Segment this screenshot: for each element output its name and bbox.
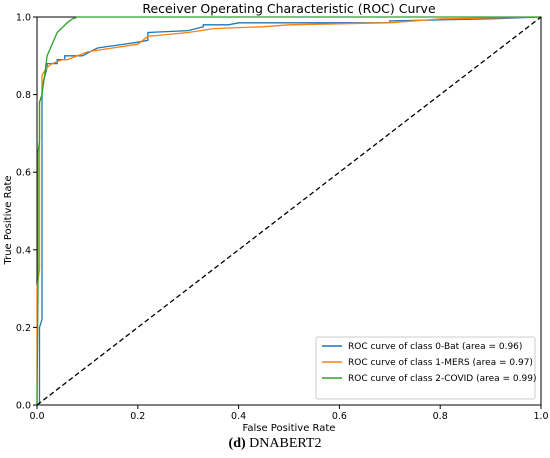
series-line-2 <box>36 16 541 406</box>
x-tick-label: 0.4 <box>231 411 246 422</box>
y-tick-label: 0.0 <box>16 401 31 412</box>
x-tick-label: 0.6 <box>332 411 347 422</box>
legend-box <box>315 336 536 400</box>
chance-diagonal-line <box>36 16 542 406</box>
y-axis-label: True Positive Rate <box>3 175 14 265</box>
caption-text: DNABERT2 <box>249 436 322 451</box>
x-tick-label: 1.0 <box>533 411 548 422</box>
x-tick-label: 0.0 <box>29 411 44 422</box>
y-tick-label: 0.4 <box>16 245 31 256</box>
legend-entry: ROC curve of class 1-MERS (area = 0.97) <box>348 358 533 368</box>
x-tick-label: 0.2 <box>130 411 145 422</box>
y-tick-label: 0.6 <box>16 168 31 179</box>
y-tick-label: 0.2 <box>16 323 31 334</box>
y-tick-label: 0.8 <box>16 90 31 101</box>
x-axis-label: False Positive Rate <box>243 423 336 434</box>
legend-entry: ROC curve of class 2-COVID (area = 0.99) <box>348 374 536 384</box>
chart-title: Receiver Operating Characteristic (ROC) … <box>142 1 436 16</box>
roc-chart: Receiver Operating Characteristic (ROC) … <box>3 1 549 434</box>
figure-caption: (d) DNABERT2 <box>0 436 550 452</box>
x-tick-label: 0.8 <box>433 411 448 422</box>
y-tick-label: 1.0 <box>16 13 31 24</box>
caption-label: (d) <box>228 436 246 451</box>
legend-entry: ROC curve of class 0-Bat (area = 0.96) <box>348 342 522 352</box>
